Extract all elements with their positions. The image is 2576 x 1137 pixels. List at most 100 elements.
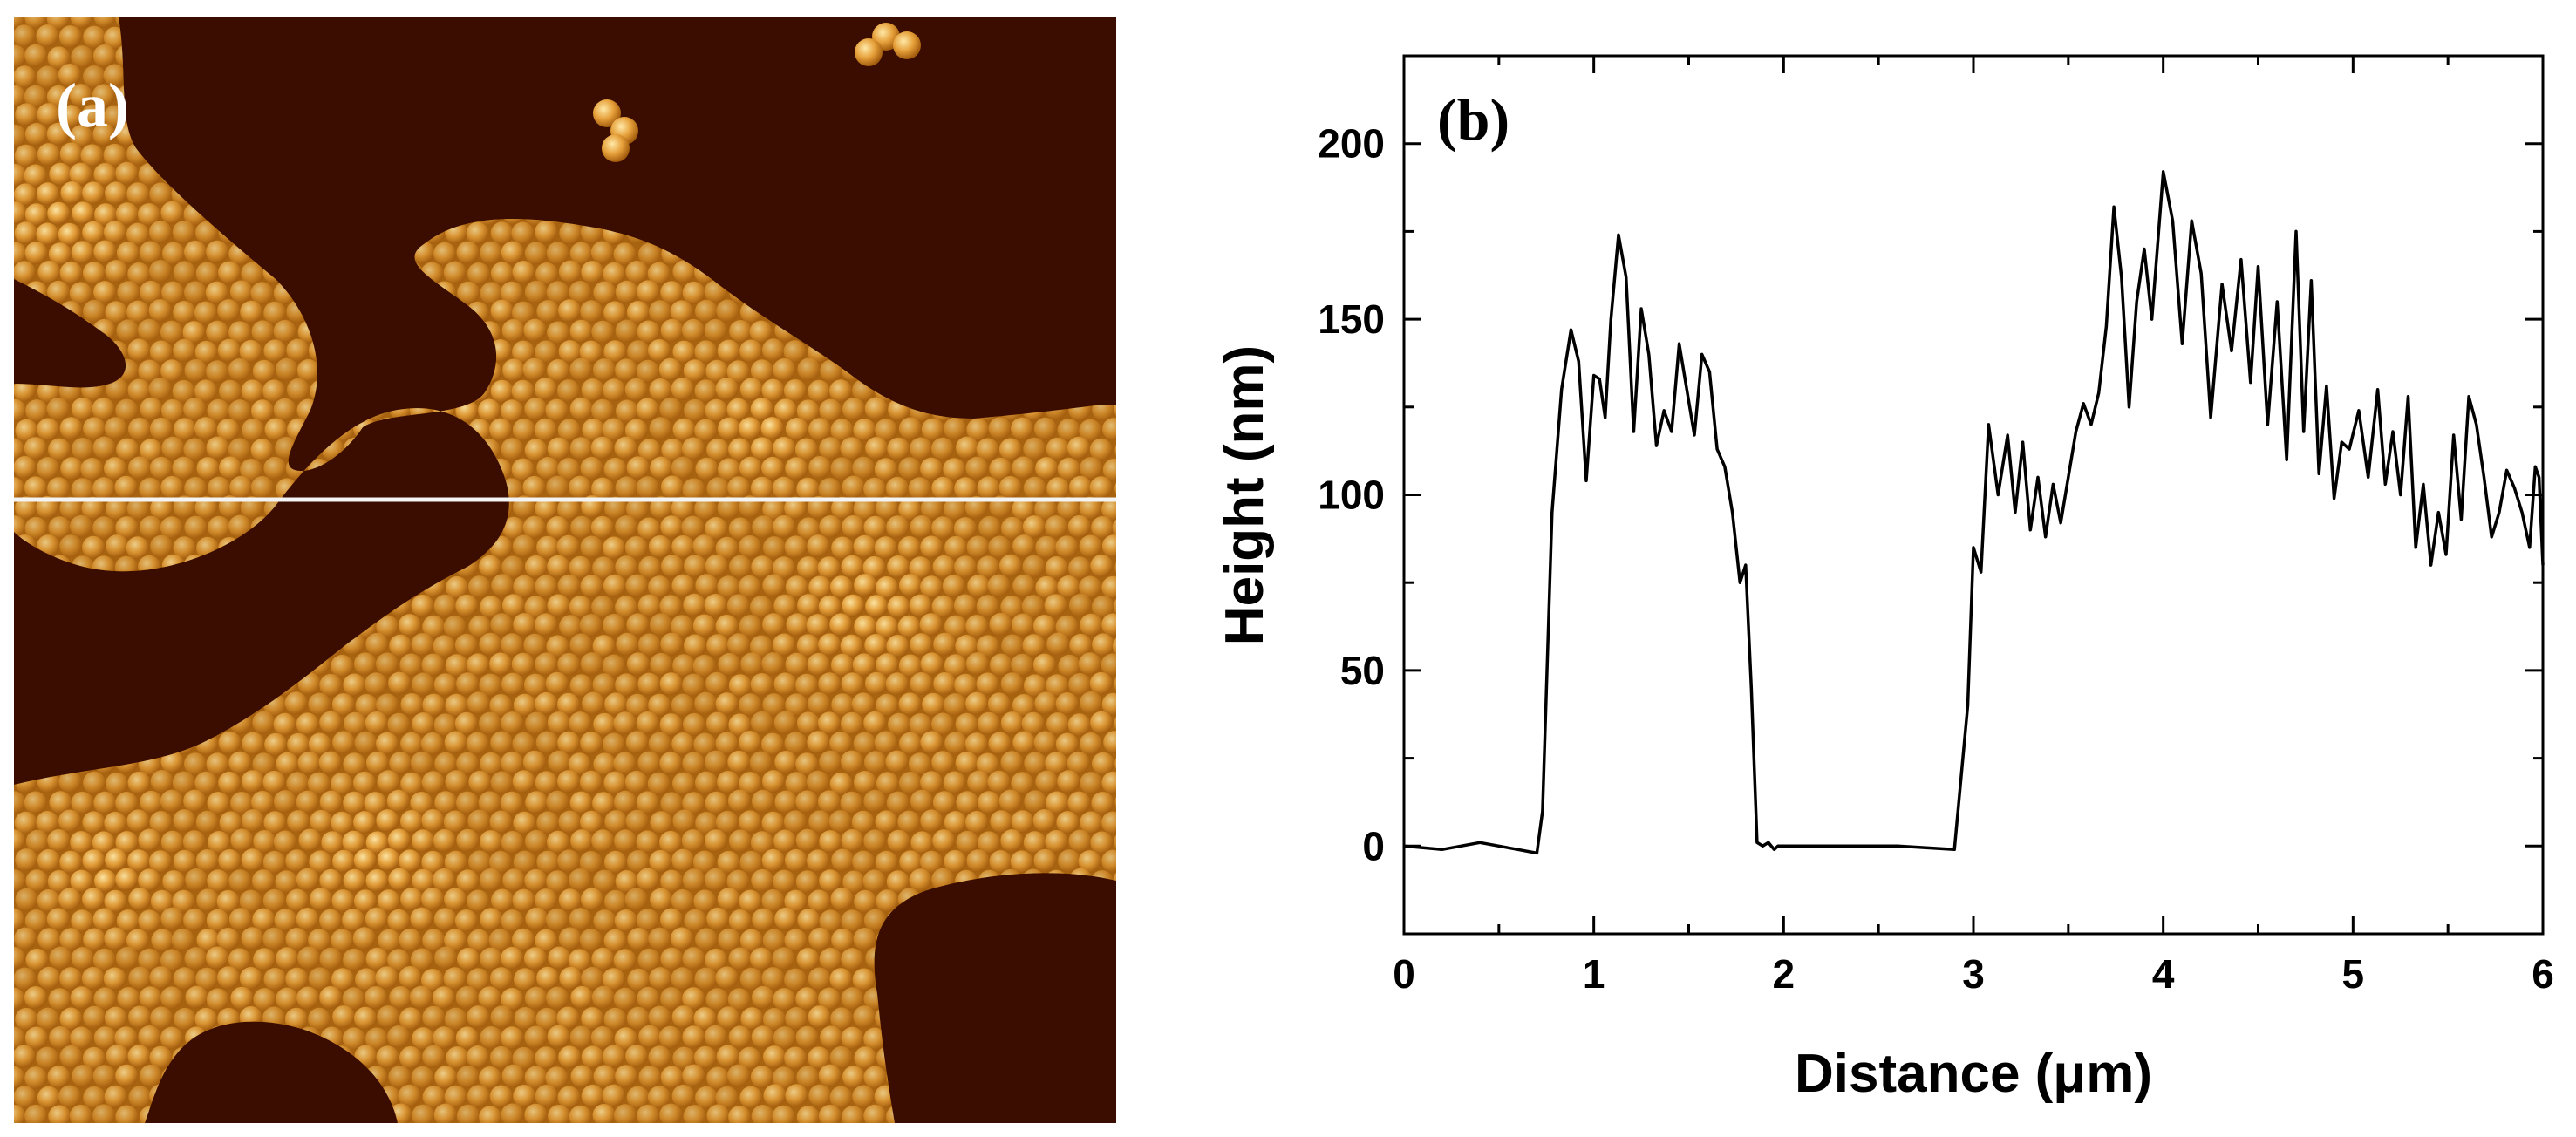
nanoparticle	[160, 830, 184, 854]
nanoparticle	[762, 497, 786, 521]
nanoparticle	[376, 1045, 399, 1069]
nanoparticle	[615, 596, 638, 619]
nanoparticle	[59, 142, 83, 166]
nanoparticle	[139, 515, 162, 539]
nanoparticle	[524, 397, 548, 420]
nanoparticle	[726, 360, 750, 384]
nanoparticle	[137, 203, 160, 227]
nanoparticle	[569, 674, 593, 698]
plot-frame	[1402, 54, 2545, 936]
nanoparticle	[250, 476, 274, 499]
nanoparticle	[1079, 419, 1102, 442]
nanoparticle	[739, 810, 762, 834]
nanoparticle	[228, 948, 251, 971]
nanoparticle	[841, 711, 863, 735]
nanoparticle	[104, 927, 127, 950]
nanoparticle	[954, 477, 978, 500]
nanoparticle	[433, 713, 457, 737]
nanoparticle	[535, 575, 558, 598]
nanoparticle	[760, 417, 784, 440]
nanoparticle	[705, 517, 728, 540]
nanoparticle	[739, 378, 763, 401]
nanoparticle	[70, 1026, 93, 1050]
nanoparticle	[853, 771, 876, 793]
nanoparticle	[264, 732, 288, 756]
nanoparticle	[14, 1086, 37, 1109]
nanoparticle	[15, 496, 38, 520]
nanoparticle	[479, 711, 501, 735]
nanoparticle	[184, 752, 207, 776]
nanoparticle	[616, 632, 639, 656]
nanoparticle	[851, 810, 875, 834]
nanoparticle	[479, 555, 502, 578]
nanoparticle	[977, 555, 1000, 579]
nanoparticle	[24, 164, 47, 187]
nanoparticle	[637, 594, 661, 617]
nanoparticle	[943, 771, 966, 794]
nanoparticle	[693, 732, 717, 756]
nanoparticle	[819, 750, 842, 773]
nanoparticle	[559, 221, 583, 245]
nanoparticle	[47, 280, 70, 303]
nanoparticle	[422, 1045, 446, 1068]
panel-label-a: (a)	[56, 71, 129, 140]
nanoparticle	[511, 221, 535, 245]
nanoparticle	[365, 1027, 388, 1051]
afm-topography-image: (a)	[14, 17, 1116, 1123]
nanoparticle	[412, 829, 435, 853]
nanoparticle	[863, 789, 887, 813]
nanoparticle	[886, 515, 910, 539]
nanoparticle	[650, 456, 673, 480]
nanoparticle	[217, 966, 241, 990]
nanoparticle	[81, 967, 105, 990]
nanoparticle	[763, 536, 786, 560]
nanoparticle	[343, 752, 366, 776]
nanoparticle	[140, 790, 163, 814]
nanoparticle	[297, 751, 321, 774]
nanoparticle	[285, 849, 309, 873]
nanoparticle	[161, 398, 184, 422]
nanoparticle	[455, 986, 479, 1009]
nanoparticle	[966, 849, 990, 873]
nanoparticle	[184, 359, 208, 382]
nanoparticle	[377, 848, 400, 871]
nanoparticle	[965, 456, 989, 480]
nanoparticle	[705, 988, 729, 1011]
nanoparticle	[219, 456, 242, 480]
nanoparticle	[1103, 731, 1116, 754]
nanoparticle	[106, 534, 129, 558]
nanoparticle	[862, 555, 886, 579]
nanoparticle	[501, 594, 525, 617]
nanoparticle	[615, 555, 638, 579]
nanoparticle	[489, 850, 512, 874]
nanoparticle	[694, 1045, 717, 1069]
nanoparticle	[321, 831, 344, 854]
nanoparticle	[82, 262, 106, 285]
nanoparticle	[116, 319, 140, 343]
nanoparticle	[570, 985, 594, 1009]
nanoparticle	[636, 476, 659, 500]
nanoparticle	[785, 772, 808, 795]
nanoparticle	[831, 848, 855, 872]
nanoparticle	[480, 1026, 503, 1049]
nanoparticle	[434, 1066, 458, 1089]
nanoparticle	[93, 163, 117, 186]
nanoparticle	[852, 850, 876, 874]
nanoparticle	[637, 633, 661, 657]
nanoparticle	[1032, 615, 1056, 638]
nanoparticle	[829, 575, 853, 599]
nanoparticle	[525, 907, 549, 930]
nanoparticle	[876, 772, 899, 795]
nanoparticle	[705, 791, 728, 814]
nanoparticle	[1055, 615, 1079, 638]
nanoparticle	[319, 947, 343, 970]
nanoparticle	[536, 535, 560, 559]
height-profile-line	[1403, 170, 2545, 855]
nanoparticle	[93, 240, 117, 263]
nanoparticle	[332, 731, 356, 754]
nanoparticle	[885, 750, 909, 773]
nanoparticle	[24, 17, 48, 29]
nanoparticle	[545, 671, 569, 695]
nanoparticle	[514, 968, 536, 991]
nanoparticle	[1067, 751, 1090, 774]
